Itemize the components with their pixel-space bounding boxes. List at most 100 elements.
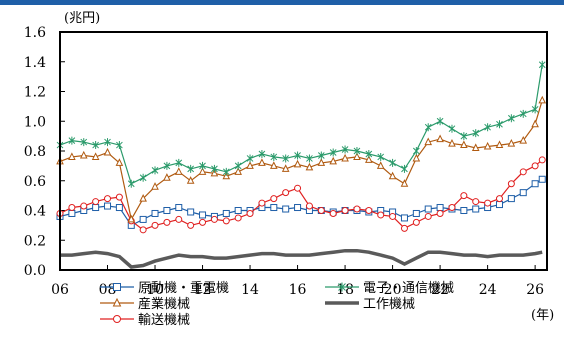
data-point (222, 217, 230, 225)
plot-area-frame (59, 31, 548, 271)
data-point (115, 193, 123, 201)
data-point (531, 105, 539, 114)
data-point (91, 152, 100, 160)
series-group (56, 156, 546, 234)
y-tick-label: 1.6 (24, 25, 46, 41)
data-point (115, 204, 123, 212)
legend-label: 輸送機械 (138, 313, 190, 328)
data-point (495, 195, 503, 203)
data-point (234, 207, 242, 214)
data-point (519, 189, 527, 197)
data-point (401, 164, 408, 173)
top-accent-bar (0, 0, 564, 5)
data-point (460, 132, 468, 141)
data-point (187, 221, 195, 229)
y-tick-label: 0.2 (24, 233, 46, 249)
y-tick-label: 1.0 (24, 114, 46, 130)
data-point (139, 215, 147, 223)
data-point (199, 161, 206, 170)
data-point (305, 162, 314, 171)
data-point (353, 147, 361, 155)
legend-item: 輸送機械 (100, 313, 190, 328)
data-point (436, 117, 444, 126)
data-point (305, 202, 313, 210)
data-point (306, 154, 313, 163)
data-point (436, 204, 444, 212)
data-point (222, 209, 230, 217)
data-point (151, 166, 159, 175)
data-point (495, 140, 504, 149)
x-unit-label: (年) (531, 308, 554, 323)
data-point (365, 149, 373, 158)
x-tick-label: 08 (99, 282, 117, 298)
data-point (484, 199, 492, 207)
data-point (222, 167, 230, 176)
data-point (377, 152, 385, 161)
data-point (116, 141, 123, 150)
data-point (80, 202, 88, 210)
data-point (68, 136, 76, 145)
x-tick-label: 12 (194, 282, 212, 298)
data-point (115, 158, 124, 166)
data-point (538, 175, 546, 183)
data-point (329, 156, 338, 165)
data-point (531, 119, 539, 128)
series-group (56, 60, 546, 188)
data-point (365, 155, 373, 163)
data-point (187, 208, 195, 216)
data-point (329, 209, 337, 217)
data-point (270, 204, 278, 212)
data-point (139, 193, 147, 202)
x-tick-label: 10 (146, 282, 164, 298)
x-tick-label: 26 (526, 282, 544, 298)
data-point (175, 158, 183, 167)
data-point (519, 168, 527, 176)
data-point (234, 167, 242, 175)
data-point (460, 140, 468, 149)
data-point (538, 95, 547, 104)
data-point (199, 211, 207, 219)
data-point (92, 198, 100, 206)
data-point (460, 207, 468, 214)
data-point (294, 184, 302, 192)
data-point (412, 209, 420, 217)
data-point (341, 145, 349, 154)
data-point (400, 224, 408, 232)
series-line (60, 248, 543, 269)
data-point (151, 182, 159, 190)
data-point (294, 151, 301, 160)
series-group (56, 95, 547, 223)
data-point (187, 164, 195, 173)
data-point (448, 138, 456, 147)
legend-item: 産業機械 (100, 296, 190, 312)
data-point (151, 209, 159, 217)
data-point (329, 148, 337, 157)
x-tick-label: 20 (384, 282, 402, 298)
series-line (59, 100, 543, 222)
data-point (531, 180, 539, 188)
y-tick-label: 1.4 (24, 55, 46, 71)
data-point (294, 204, 302, 212)
data-point (389, 158, 396, 167)
data-point (139, 173, 147, 182)
data-point (282, 154, 290, 163)
data-point (531, 162, 539, 170)
data-point (175, 204, 183, 212)
data-point (174, 167, 183, 175)
data-point (258, 158, 266, 166)
data-point (281, 164, 290, 172)
data-point (538, 60, 546, 69)
legend-item: 電子・通信機械 (325, 281, 454, 296)
data-point (163, 173, 171, 181)
y-tick-label: 0.6 (24, 174, 46, 190)
data-point (269, 161, 278, 169)
x-tick-label: 22 (431, 282, 449, 298)
data-point (68, 204, 76, 212)
data-point (234, 161, 242, 170)
x-tick-label: 16 (289, 282, 307, 298)
data-point (163, 207, 171, 214)
y-unit-label: (兆円) (64, 11, 100, 26)
data-point (424, 137, 433, 146)
data-point (448, 204, 456, 212)
data-point (163, 161, 171, 170)
